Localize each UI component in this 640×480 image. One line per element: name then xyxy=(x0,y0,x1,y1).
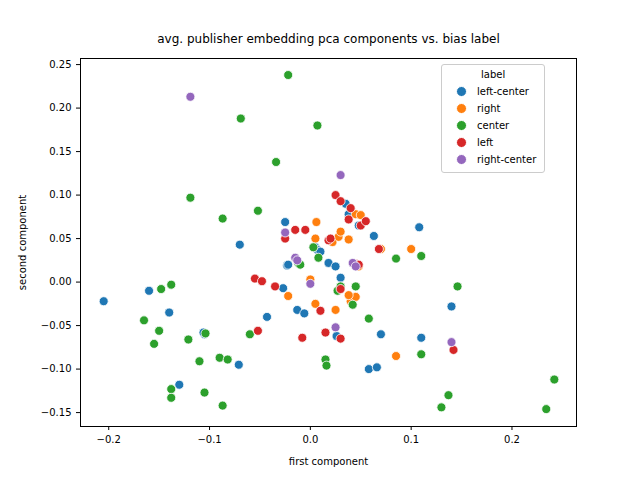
svg-text:0.25: 0.25 xyxy=(49,59,71,70)
svg-text:avg. publisher embedding pca c: avg. publisher embedding pca components … xyxy=(157,32,500,46)
svg-text:0.10: 0.10 xyxy=(49,189,71,200)
svg-text:0.15: 0.15 xyxy=(49,146,71,157)
svg-text:0.0: 0.0 xyxy=(302,434,318,445)
svg-text:−0.10: −0.10 xyxy=(41,363,72,374)
html-text:left-center: left-center xyxy=(477,86,529,97)
html-text:right-center: right-center xyxy=(477,154,537,165)
svg-text:0.2: 0.2 xyxy=(504,434,520,445)
svg-text:−0.1: −0.1 xyxy=(197,434,221,445)
svg-text:−0.2: −0.2 xyxy=(97,434,121,445)
svg-text:−0.15: −0.15 xyxy=(41,407,72,418)
html-text:right: right xyxy=(477,103,501,114)
svg-text:second component: second component xyxy=(17,195,28,290)
svg-text:0.00: 0.00 xyxy=(49,276,71,287)
svg-text:first component: first component xyxy=(289,456,368,467)
svg-text:0.20: 0.20 xyxy=(49,102,71,113)
html-text:center: center xyxy=(477,120,510,131)
html-text:left: left xyxy=(477,137,494,148)
svg-text:0.05: 0.05 xyxy=(49,233,71,244)
svg-text:0.1: 0.1 xyxy=(403,434,419,445)
svg-text:−0.05: −0.05 xyxy=(41,320,72,331)
html-text:label: label xyxy=(481,69,506,80)
